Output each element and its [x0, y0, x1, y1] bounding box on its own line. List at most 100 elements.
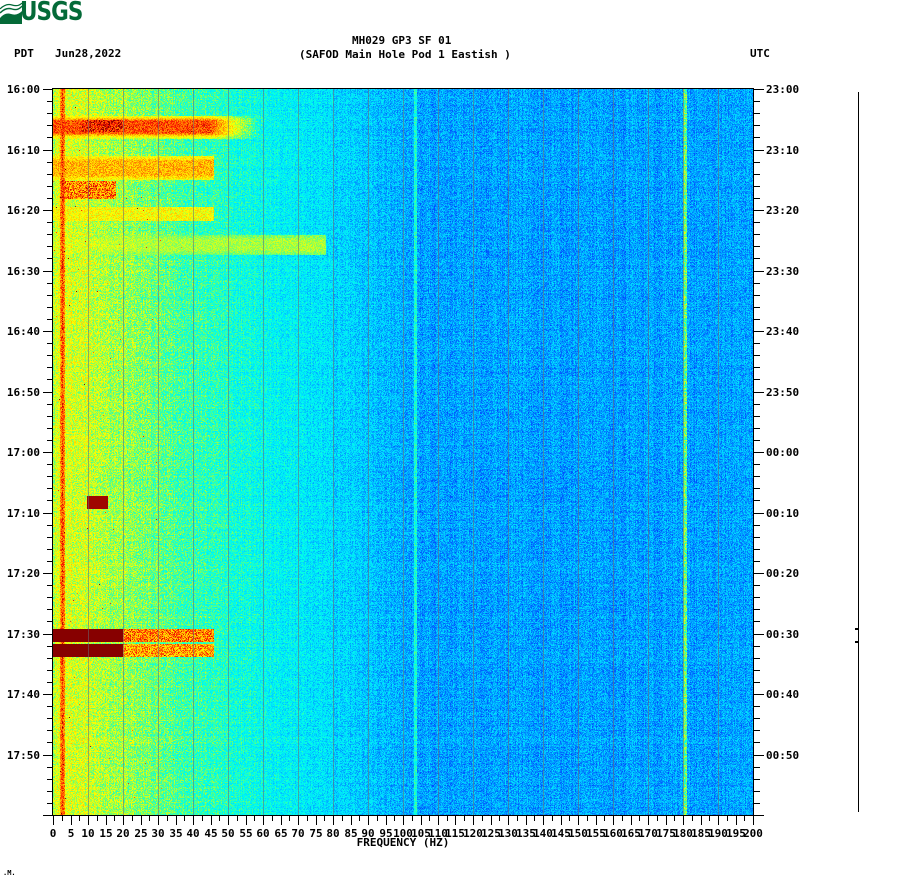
x-tick-label-180: 180 [673, 827, 693, 840]
y-left-tick-minor [47, 343, 53, 344]
y-left-tick-minor [47, 186, 53, 187]
y-left-tick-minor [47, 440, 53, 441]
y-left-tick-minor [47, 355, 53, 356]
y-right-tick-major [754, 694, 764, 695]
x-tick-major [158, 816, 159, 825]
x-tick-minor [692, 816, 693, 821]
x-tick-minor [552, 816, 553, 821]
x-tick-major [281, 816, 282, 825]
x-tick-minor [394, 816, 395, 821]
x-tick-label-60: 60 [256, 827, 270, 840]
x-tick-label-165: 165 [621, 827, 641, 840]
y-left-tick-minor [47, 621, 53, 622]
y-left-tick-major [43, 573, 53, 574]
y-left-tick-minor [47, 283, 53, 284]
x-tick-major [316, 816, 317, 825]
x-tick-minor [62, 816, 63, 821]
x-tick-label-10: 10 [81, 827, 95, 840]
y-left-tick-major [43, 331, 53, 332]
x-tick-major [578, 816, 579, 825]
y-right-tick-major [754, 210, 764, 211]
y-left-tick-minor [47, 428, 53, 429]
x-tick-label-105: 105 [411, 827, 431, 840]
y-left-tick-minor [47, 198, 53, 199]
y-right-tick-minor [754, 113, 760, 114]
x-tick-minor [464, 816, 465, 821]
y-right-tick-minor [754, 646, 760, 647]
axis-bottom [52, 815, 754, 816]
x-tick-major [421, 816, 422, 825]
x-tick-major [246, 816, 247, 825]
timezone-right-label: UTC [750, 47, 770, 60]
x-tick-minor [307, 816, 308, 821]
color-scale-rule [858, 92, 859, 812]
x-tick-minor [324, 816, 325, 821]
y-left-tick-major [43, 452, 53, 453]
y-left-tick-minor [47, 307, 53, 308]
y-left-tick-minor [47, 585, 53, 586]
x-tick-minor [342, 816, 343, 821]
x-tick-label-155: 155 [586, 827, 606, 840]
x-tick-label-125: 125 [481, 827, 501, 840]
x-tick-minor [639, 816, 640, 821]
y-left-tick-label-2: 16:20 [6, 204, 40, 217]
y-right-tick-minor [754, 343, 760, 344]
x-tick-major [71, 816, 72, 825]
x-tick-minor [289, 816, 290, 821]
y-right-tick-minor [754, 549, 760, 550]
x-tick-major [473, 816, 474, 825]
x-tick-label-90: 90 [361, 827, 375, 840]
x-tick-label-25: 25 [134, 827, 148, 840]
x-tick-label-95: 95 [379, 827, 393, 840]
x-tick-major [613, 816, 614, 825]
y-right-tick-minor [754, 500, 760, 501]
y-right-tick-minor [754, 706, 760, 707]
x-tick-major [368, 816, 369, 825]
y-left-tick-minor [47, 295, 53, 296]
y-left-tick-minor [47, 258, 53, 259]
y-right-tick-minor [754, 537, 760, 538]
x-tick-major [508, 816, 509, 825]
y-left-tick-major [43, 89, 53, 90]
x-tick-label-195: 195 [726, 827, 746, 840]
x-tick-major [438, 816, 439, 825]
y-left-tick-minor [47, 222, 53, 223]
x-tick-minor [114, 816, 115, 821]
x-tick-major [648, 816, 649, 825]
axis-right [753, 89, 754, 816]
y-right-tick-minor [754, 367, 760, 368]
y-right-tick-major [754, 634, 764, 635]
y-right-tick-minor [754, 283, 760, 284]
x-tick-label-70: 70 [291, 827, 305, 840]
x-tick-minor [202, 816, 203, 821]
y-right-tick-minor [754, 246, 760, 247]
y-left-tick-minor [47, 779, 53, 780]
y-left-tick-label-1: 16:10 [6, 144, 40, 157]
usgs-wordmark: USGS [20, 0, 83, 27]
y-right-tick-major [754, 150, 764, 151]
x-tick-minor [534, 816, 535, 821]
x-tick-label-175: 175 [656, 827, 676, 840]
color-scale-nub-upper [855, 628, 858, 630]
y-right-tick-minor [754, 525, 760, 526]
y-left-tick-minor [47, 125, 53, 126]
x-tick-label-55: 55 [239, 827, 253, 840]
x-tick-major [631, 816, 632, 825]
y-right-tick-major [754, 271, 764, 272]
y-right-tick-minor [754, 682, 760, 683]
y-right-tick-minor [754, 198, 760, 199]
x-tick-label-145: 145 [551, 827, 571, 840]
color-scale-nub-lower [855, 641, 858, 643]
x-tick-major [666, 816, 667, 825]
y-right-tick-minor [754, 464, 760, 465]
x-tick-minor [377, 816, 378, 821]
y-left-tick-minor [47, 682, 53, 683]
page-title: MH029 GP3 SF 01 [352, 34, 452, 47]
y-left-tick-minor [47, 658, 53, 659]
x-tick-label-100: 100 [393, 827, 413, 840]
y-left-tick-major [43, 634, 53, 635]
x-tick-label-170: 170 [638, 827, 658, 840]
date-label: Jun28,2022 [55, 47, 122, 60]
x-tick-minor [709, 816, 710, 821]
y-left-tick-label-7: 17:10 [6, 507, 40, 520]
